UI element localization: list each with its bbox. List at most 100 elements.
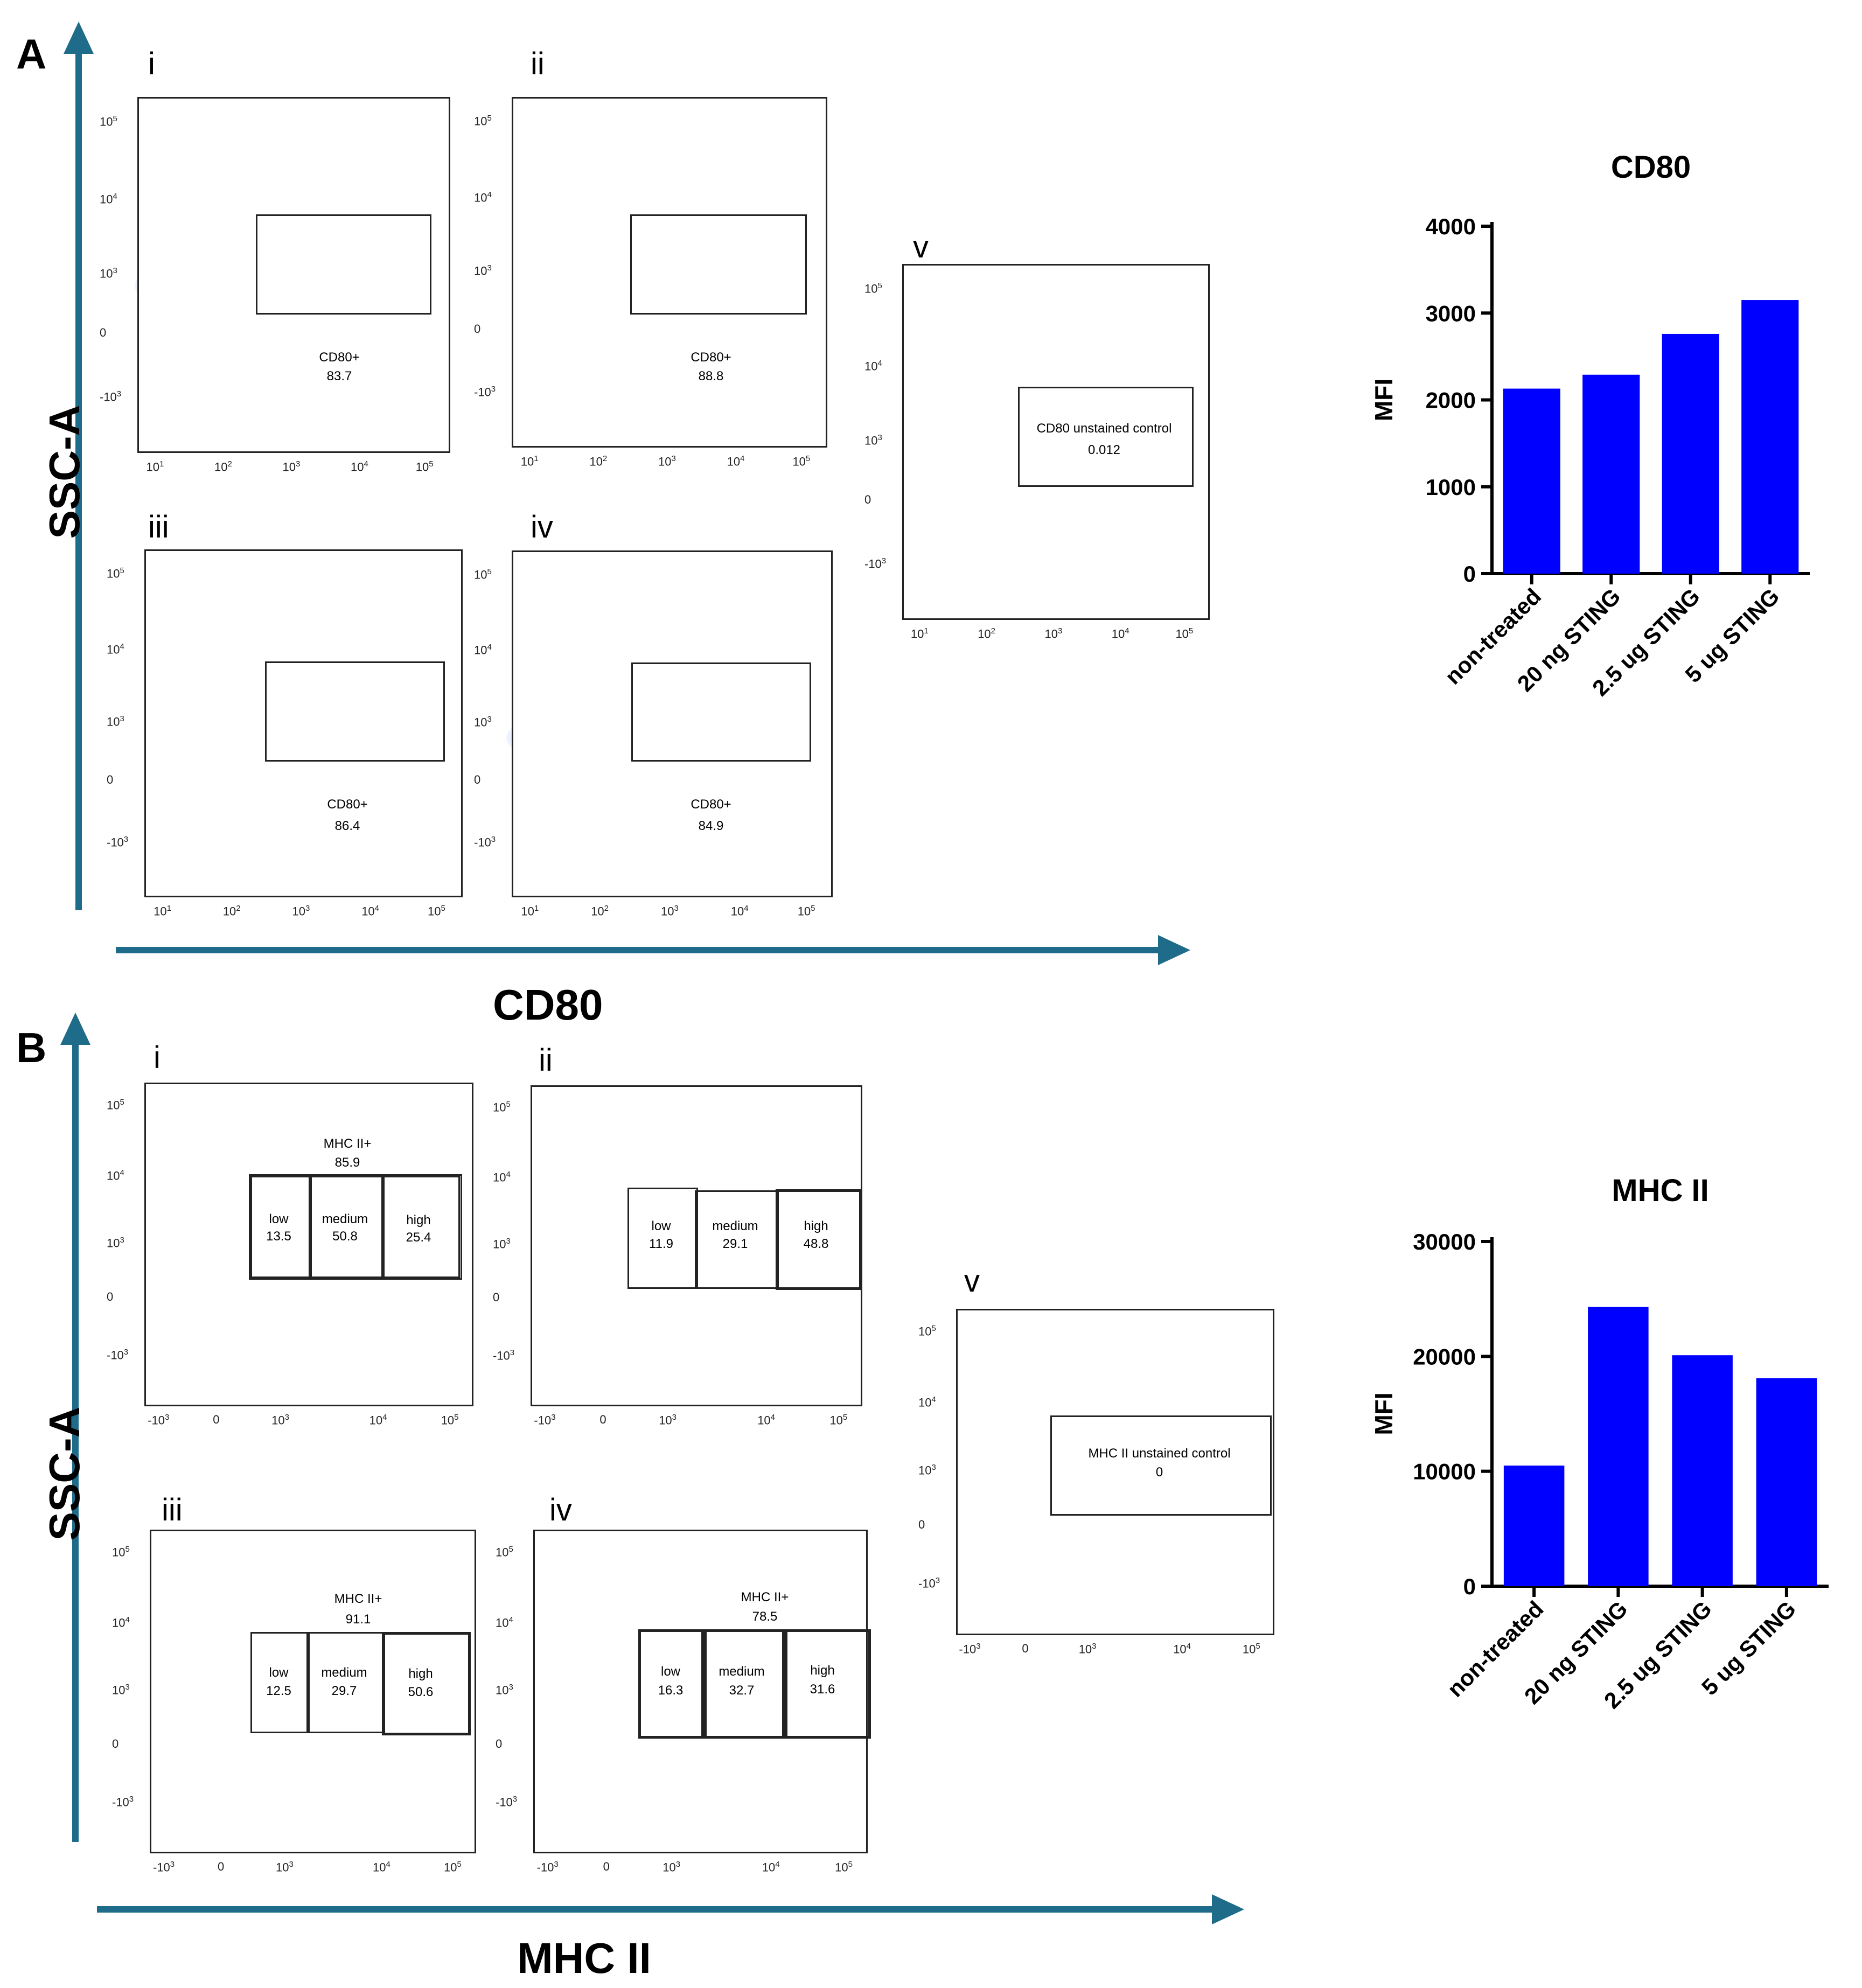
plot-b-ii-high-value: 48.8 [803,1237,829,1251]
tick-y-b-i-4: -103 [107,1347,129,1362]
tick-x-a-i-4: 105 [415,459,434,474]
tick-y-b-ii-4: -103 [493,1348,515,1362]
plot-b-ii-low-value: 11.9 [649,1237,673,1251]
plot-b-iii-high-name: high [408,1666,433,1681]
tick-y-b-v-1: 104 [918,1395,936,1410]
tick-y-b-iv-3: 0 [496,1736,503,1750]
tick-x-a-v-0: 101 [910,626,929,641]
plot-b-i-low-name: low [269,1212,289,1226]
tick-x-b-iv-3: 104 [762,1860,780,1874]
chart-cd80-ytick-label-4: 4000 [1426,214,1476,239]
tick-y-a-v-3: 0 [864,492,871,506]
plot-b-iv-frame [533,1530,868,1853]
tick-x-b-iii-1: 0 [218,1860,225,1873]
tick-x-b-iii-4: 105 [444,1860,462,1874]
tick-x-a-ii-4: 105 [792,454,811,469]
tick-y-a-iv-1: 104 [474,643,492,657]
tick-x-b-i-2: 103 [271,1413,289,1427]
panel-a-letter: A [16,30,47,78]
chart-cd80-title: CD80 [1611,150,1691,185]
plot-b-i-parent-gate-box [249,1174,462,1280]
tick-x-a-iv-1: 102 [591,904,609,918]
tick-x-a-v-2: 103 [1044,626,1063,641]
tick-y-a-iii-3: 0 [107,772,114,786]
tick-x-b-ii-2: 103 [659,1413,677,1427]
tick-x-a-v-1: 102 [978,626,996,641]
tick-y-b-iii-1: 104 [112,1615,130,1629]
plot-b-iii-medium-value: 29.7 [331,1684,357,1698]
chart-mhc2-ytick-label-0: 0 [1463,1574,1476,1599]
plot-b-v-frame [956,1309,1274,1635]
tick-y-b-iv-0: 105 [496,1544,513,1559]
chart-mhc2-bar-1 [1588,1307,1649,1586]
plot-b-v-gate [1050,1415,1272,1516]
plot-a-ii-frame [512,97,827,448]
plot-b-iii-label: iii [162,1492,183,1527]
plot-b-iv-medium-gate [701,1629,787,1739]
plot-a-ii-gate-value: 88.8 [698,369,724,383]
tick-x-b-v-3: 104 [1173,1642,1191,1656]
tick-y-b-iv-2: 103 [496,1682,513,1697]
panel-a-x-axis-label: CD80 [493,981,603,1029]
tick-x-a-iii-1: 102 [222,904,241,918]
tick-x-b-iii-3: 104 [373,1860,390,1874]
chart-cd80-bar-0 [1503,388,1560,574]
chart-cd80-ytick-label-2: 2000 [1426,388,1476,413]
panel-a-x-arrow [116,935,1190,965]
plot-a-iv-label: iv [531,510,553,545]
tick-y-b-iii-4: -103 [112,1794,134,1809]
tick-y-a-v-0: 105 [864,281,882,296]
tick-y-b-iii-3: 0 [112,1736,119,1750]
tick-y-a-iii-4: -103 [107,835,129,849]
plot-b-ii-medium-value: 29.1 [722,1237,748,1251]
tick-x-a-iv-3: 104 [730,904,749,918]
plot-a-v-gate [1018,387,1194,487]
tick-x-b-ii-1: 0 [599,1413,606,1426]
plot-b-iv-label: iv [549,1492,572,1527]
tick-y-b-i-1: 104 [107,1168,124,1182]
tick-y-a-i-3: 0 [100,325,107,339]
plot-b-i-high-name: high [406,1213,431,1227]
plot-a-iv-gate-name: CD80+ [691,797,731,812]
tick-x-a-iii-4: 105 [428,904,445,918]
tick-y-a-iii-2: 103 [107,714,124,729]
chart-cd80-ytick-label-3: 3000 [1426,301,1476,326]
plot-b-iv-parent-gate: MHC II+ [741,1590,789,1605]
plot-b-i-medium-name: medium [322,1212,368,1226]
plot-a-iii-gate-name: CD80+ [327,797,368,812]
tick-y-b-i-0: 105 [107,1097,124,1112]
plot-b-iii-low-name: low [269,1665,289,1680]
tick-x-b-iv-0: -103 [536,1860,559,1874]
tick-x-a-i-0: 101 [146,459,164,474]
tick-y-a-iii-1: 104 [107,641,124,656]
chart-cd80-bar-2 [1662,333,1719,574]
tick-x-a-ii-0: 101 [520,454,539,469]
tick-y-b-i-3: 0 [107,1289,114,1303]
tick-x-a-ii-3: 104 [727,454,745,469]
tick-x-b-v-0: -103 [959,1642,981,1656]
plot-b-i-medium-gate [309,1176,385,1278]
plot-a-iv-gate [631,662,811,762]
plot-b-iv-low-gate [638,1629,707,1739]
plot-b-iv-high-value: 31.6 [810,1682,835,1697]
plot-a-ii-label: ii [531,46,545,81]
chart-cd80-bar-3 [1741,300,1799,574]
tick-x-b-v-1: 0 [1022,1642,1029,1655]
tick-x-b-iv-1: 0 [603,1860,610,1873]
tick-x-a-v-3: 104 [1111,626,1129,641]
chart-mhc2-ytick-label-1: 10000 [1413,1459,1476,1484]
tick-x-b-iv-4: 105 [835,1860,853,1874]
plot-a-i-gate-name: CD80+ [319,350,360,365]
plot-b-i-low-value: 13.5 [266,1229,291,1244]
tick-y-b-v-4: -103 [918,1576,940,1591]
chart-mhc2-bar-3 [1756,1378,1817,1586]
plot-b-v-control-value: 0 [1155,1465,1163,1480]
plot-a-i-gate [256,214,431,315]
plot-b-iii-parent-gate: MHC II+ [334,1592,382,1606]
chart-mhc2-title: MHC II [1612,1173,1708,1208]
tick-x-b-ii-4: 105 [829,1413,848,1427]
tick-y-b-v-3: 0 [918,1518,925,1531]
plot-b-i-parent-value: 85.9 [334,1155,360,1170]
plot-a-iv-gate-value: 84.9 [698,819,724,833]
